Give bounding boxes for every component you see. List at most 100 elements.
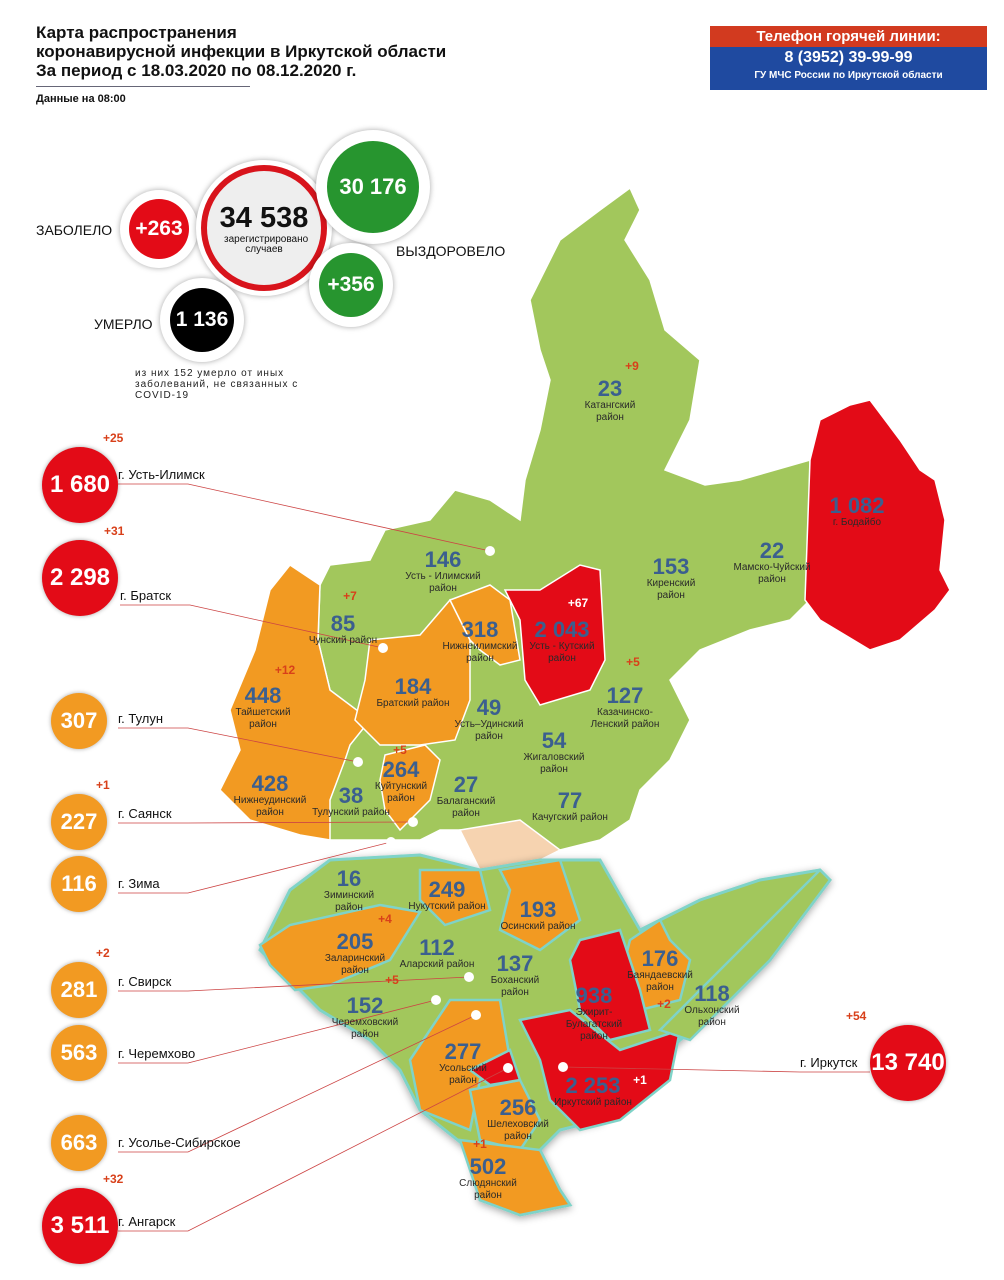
city-marker — [558, 1062, 568, 1072]
district-label: 137 Боханский район — [476, 953, 554, 999]
district-cases: 2 043 — [534, 617, 590, 642]
district-label: 1 082 г. Бодайбо — [829, 495, 884, 529]
district-cases: 448 — [244, 683, 282, 708]
region-ekhirit — [568, 928, 652, 1042]
region-irkutsky — [518, 1008, 682, 1132]
district-name: Боханский район — [490, 975, 540, 998]
city-leader-line — [118, 841, 392, 894]
city-marker — [471, 1010, 481, 1020]
district-daily-increase: +9 — [625, 359, 639, 373]
city-cases-bubble: 307 — [51, 693, 107, 749]
district-name: Тулунский район — [312, 807, 390, 818]
district-label: 448 Тайшетский район — [224, 685, 302, 731]
city-name: г. Ангарск — [118, 1214, 176, 1229]
district-label: 2 043 Усть - Кутский район — [523, 619, 601, 665]
district-cases: 1 082 — [829, 493, 885, 518]
region-angarsk — [467, 1048, 522, 1087]
district-daily-increase: +4 — [378, 912, 392, 926]
district-label: 127 Казачинско-Ленский район — [586, 685, 664, 731]
district-label: 146 Усть - Илимский район — [404, 549, 482, 595]
district-cases: 112 — [419, 935, 455, 960]
district-name: Нукутский район — [408, 901, 486, 912]
city-cases-bubble: 3 511 — [42, 1188, 118, 1264]
district-cases: 205 — [336, 929, 374, 954]
district-name: Эхирит-Булагатский район — [565, 1007, 623, 1042]
city-leader-line — [118, 727, 359, 763]
district-name: г. Бодайбо — [832, 517, 882, 528]
district-name: Казачинско-Ленский район — [590, 707, 660, 730]
district-label: 152 Черемховский район — [326, 995, 404, 1041]
district-cases: 49 — [476, 695, 502, 720]
district-label: 77 Качугский район — [532, 790, 608, 824]
city-name: г. Свирск — [118, 974, 172, 989]
hotline-box: Телефон горячей линии: 8 (3952) 39-99-99… — [710, 26, 987, 90]
city-cases-bubble: 2 298 — [42, 540, 118, 616]
city-marker — [431, 995, 441, 1005]
city-name: г. Усть-Илимск — [118, 467, 205, 482]
district-name: Куйтунский район — [374, 781, 428, 804]
district-cases: 938 — [575, 983, 613, 1008]
hotline-title: Телефон горячей линии: — [710, 26, 987, 47]
district-name: Баяндаевский район — [627, 970, 693, 993]
city-marker — [485, 546, 495, 556]
city-leader-line — [118, 483, 491, 552]
city-name: г. Усолье-Сибирское — [118, 1135, 241, 1150]
district-daily-increase: +5 — [393, 743, 407, 757]
district-name: Шелеховский район — [487, 1119, 549, 1142]
title-line: За период с 18.03.2020 по 08.12.2020 г. — [36, 61, 357, 80]
city-daily-increase: +2 — [96, 946, 110, 960]
district-cases: 193 — [519, 897, 557, 922]
city-daily-increase: +1 — [96, 778, 110, 792]
hotline-org: ГУ МЧС России по Иркутской области — [754, 70, 943, 81]
city-cases-bubble: 281 — [51, 962, 107, 1018]
recovered-new-value: +356 — [319, 253, 383, 317]
city-marker — [386, 837, 396, 847]
city-name: г. Зима — [118, 876, 160, 891]
new-cases-label: ЗАБОЛЕЛО — [36, 222, 113, 238]
city-cases-bubble: 663 — [51, 1115, 107, 1171]
district-label: 256 Шелеховский район — [479, 1097, 557, 1143]
district-cases: 318 — [461, 617, 499, 642]
district-name: Иркутский район — [554, 1097, 632, 1108]
district-cases: 27 — [453, 772, 479, 797]
district-cases: 176 — [641, 946, 679, 971]
district-label: 249 Нукутский район — [408, 879, 485, 913]
district-cases: 2 253 — [565, 1073, 621, 1098]
city-cases-bubble: 563 — [51, 1025, 107, 1081]
district-label: 49 Усть–Удинский район — [450, 697, 528, 743]
district-cases: 428 — [251, 771, 289, 796]
region-olkhon — [657, 868, 832, 1042]
city-daily-increase: +32 — [103, 1172, 124, 1186]
city-cases-bubble: 13 740 — [870, 1025, 946, 1101]
district-label: 22 Мамско-Чуйский район — [733, 540, 811, 586]
city-marker — [464, 972, 474, 982]
district-cases: 85 — [330, 611, 356, 636]
new-cases-bubble: +263 — [120, 190, 198, 268]
city-cases-bubble: 1 680 — [42, 447, 118, 523]
district-label: 277 Усольский район — [424, 1041, 502, 1087]
district-name: Нижнеудинский район — [233, 795, 307, 818]
district-name: Качугский район — [532, 812, 608, 823]
region-bodaibo — [804, 399, 951, 651]
district-label: 27 Балаганский район — [427, 774, 505, 820]
region-nukut — [418, 868, 492, 927]
region-osinsky — [498, 858, 582, 952]
city-marker — [408, 817, 418, 827]
hotline-phone: 8 (3952) 39-99-99 — [784, 49, 913, 66]
district-name: Тайшетский район — [235, 707, 291, 730]
district-cases: 23 — [597, 376, 623, 401]
district-daily-increase: +5 — [626, 655, 640, 669]
data-timestamp: Данные на 08:00 — [36, 93, 126, 105]
region-ust-kut — [503, 564, 606, 706]
district-label: 264 Куйтунский район — [362, 759, 440, 805]
city-leader-line — [118, 1067, 509, 1232]
city-name: г. Тулун — [118, 711, 164, 726]
district-label: 205 Заларинский район — [316, 931, 394, 977]
district-cases: 54 — [541, 728, 567, 753]
district-label: 23 Катангский район — [571, 378, 649, 424]
district-label: 428 Нижнеудинский район — [231, 773, 309, 819]
district-daily-increase: +5 — [385, 973, 399, 987]
deaths-note: из них 152 умерло от иных заболеваний, н… — [135, 368, 299, 401]
district-name: Усть - Кутский район — [529, 641, 595, 664]
